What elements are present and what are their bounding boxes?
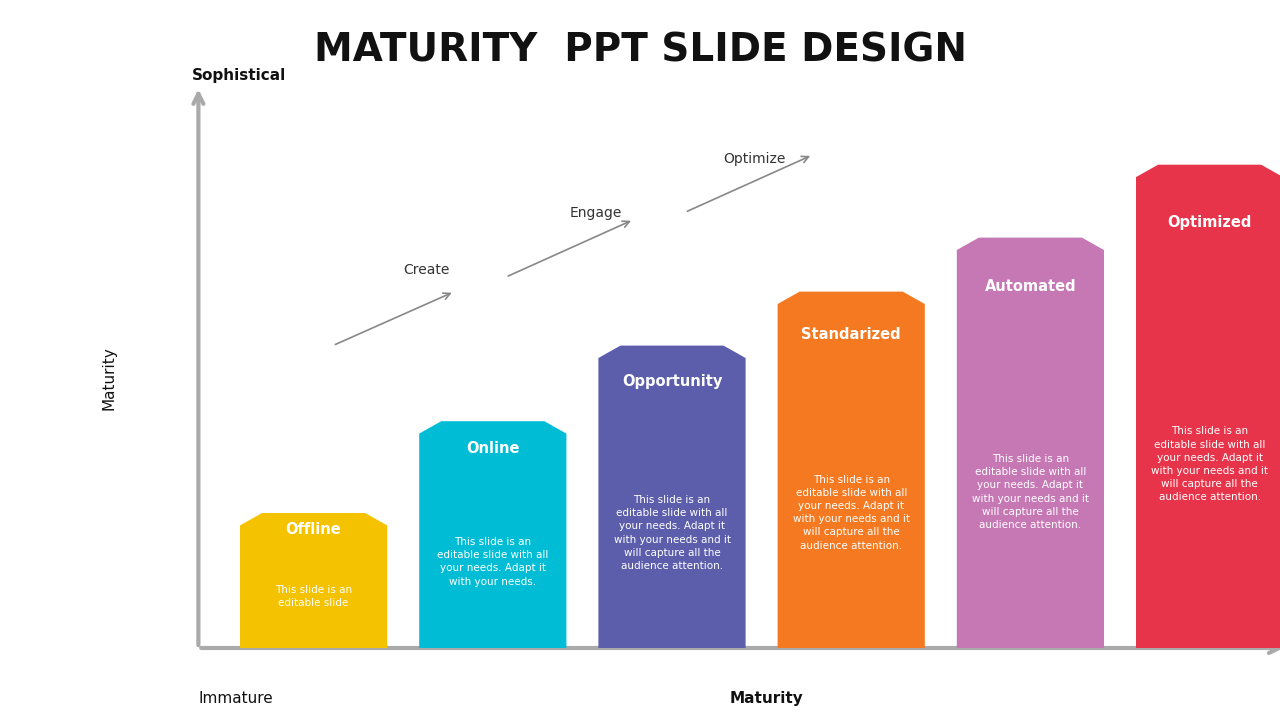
- Text: Optimized: Optimized: [1167, 215, 1252, 230]
- Text: Offline: Offline: [285, 522, 342, 536]
- Text: This slide is an
editable slide with all
your needs. Adapt it
with your needs.: This slide is an editable slide with all…: [436, 537, 549, 587]
- Polygon shape: [241, 513, 387, 648]
- Text: This slide is an
editable slide with all
your needs. Adapt it
with your needs an: This slide is an editable slide with all…: [792, 474, 910, 551]
- Text: This slide is an
editable slide with all
your needs. Adapt it
with your needs an: This slide is an editable slide with all…: [1151, 426, 1268, 503]
- Text: Optimize: Optimize: [723, 152, 786, 166]
- Text: Sophistical: Sophistical: [192, 68, 287, 83]
- Text: MATURITY  PPT SLIDE DESIGN: MATURITY PPT SLIDE DESIGN: [314, 32, 966, 69]
- Polygon shape: [420, 421, 566, 648]
- Text: Standarized: Standarized: [801, 327, 901, 342]
- Text: Automated: Automated: [984, 279, 1076, 294]
- Text: Maturity: Maturity: [730, 691, 804, 706]
- Polygon shape: [1137, 165, 1280, 648]
- Text: Online: Online: [466, 441, 520, 456]
- Polygon shape: [599, 346, 745, 648]
- Text: Opportunity: Opportunity: [622, 374, 722, 390]
- Polygon shape: [778, 292, 925, 648]
- Text: Engage: Engage: [570, 206, 622, 220]
- Text: Create: Create: [403, 264, 449, 277]
- Text: This slide is an
editable slide: This slide is an editable slide: [275, 585, 352, 608]
- Polygon shape: [957, 238, 1103, 648]
- Text: Maturity: Maturity: [101, 346, 116, 410]
- Text: Immature: Immature: [198, 691, 273, 706]
- Text: This slide is an
editable slide with all
your needs. Adapt it
with your needs an: This slide is an editable slide with all…: [613, 495, 731, 571]
- Text: This slide is an
editable slide with all
your needs. Adapt it
with your needs an: This slide is an editable slide with all…: [972, 454, 1089, 530]
